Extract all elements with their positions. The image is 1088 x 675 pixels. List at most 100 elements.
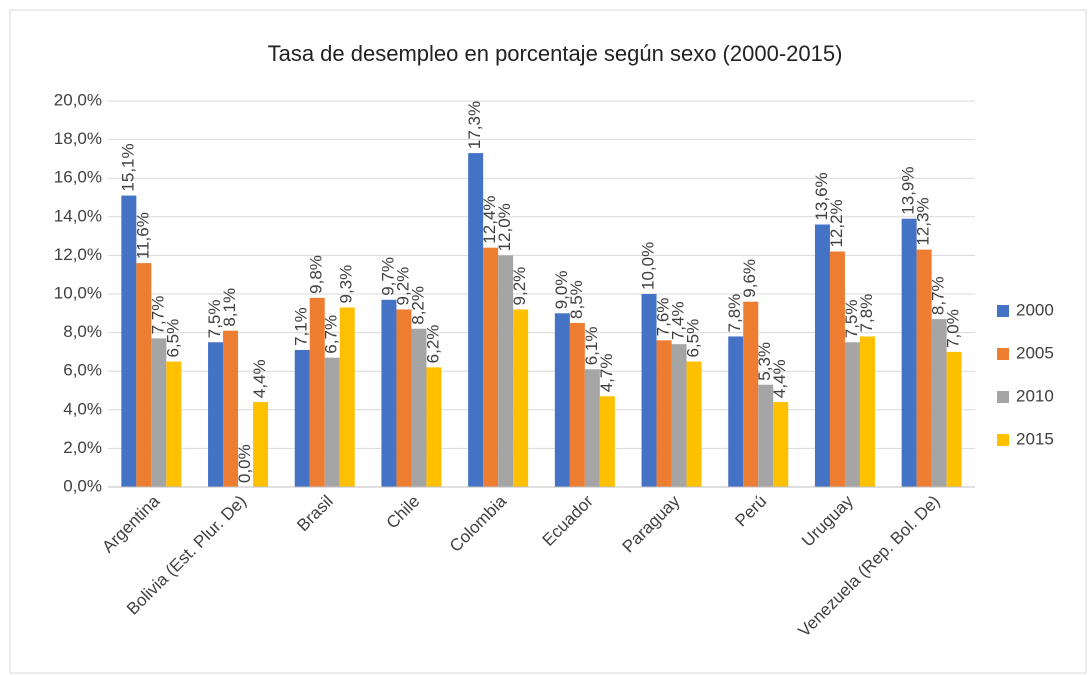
bar (294, 349, 310, 487)
y-tick-label: 4,0% (63, 399, 102, 418)
bar (121, 195, 137, 487)
bar (324, 357, 340, 487)
bar (859, 336, 875, 487)
bar (584, 369, 600, 487)
data-label: 10,0% (639, 242, 658, 290)
bar (829, 251, 845, 487)
data-label: 7,7% (148, 296, 167, 335)
bar (671, 344, 687, 487)
bar (396, 309, 412, 487)
bar (743, 301, 759, 487)
bar (686, 361, 702, 487)
chart-title: Tasa de desempleo en porcentaje según se… (268, 41, 843, 66)
y-tick-label: 18,0% (54, 129, 102, 148)
data-label: 8,7% (929, 276, 948, 315)
data-label: 9,2% (510, 267, 529, 306)
data-label: 7,5% (842, 300, 861, 339)
data-label: 9,6% (740, 259, 759, 298)
data-label: 9,8% (307, 255, 326, 294)
bar (758, 384, 774, 487)
legend-label: 2005 (1016, 343, 1054, 362)
bar (513, 309, 529, 487)
data-label: 7,8% (725, 294, 744, 333)
data-label: 7,4% (669, 301, 688, 340)
y-tick-label: 10,0% (54, 283, 102, 302)
bar (166, 361, 182, 487)
y-tick-label: 2,0% (63, 438, 102, 457)
legend-label: 2000 (1016, 300, 1054, 319)
data-label: 6,7% (322, 315, 341, 354)
y-tick-label: 20,0% (54, 90, 102, 109)
data-label: 7,5% (205, 300, 224, 339)
bar (773, 402, 789, 487)
bar (554, 313, 570, 487)
bar (136, 263, 152, 487)
bar (656, 340, 672, 487)
bar (946, 351, 962, 487)
bar (151, 338, 167, 487)
data-label: 8,5% (567, 280, 586, 319)
bar (844, 342, 860, 487)
legend-label: 2010 (1016, 386, 1054, 405)
bar (641, 294, 657, 487)
bar (426, 367, 442, 487)
data-label: 6,5% (163, 319, 182, 358)
y-tick-label: 12,0% (54, 245, 102, 264)
bar (468, 153, 484, 488)
legend-swatch (997, 391, 1009, 403)
data-label: 9,7% (378, 257, 397, 296)
bar (208, 342, 224, 487)
data-label: 4,4% (250, 359, 269, 398)
legend-label: 2015 (1016, 429, 1054, 448)
bar (916, 249, 932, 487)
data-label: 0,0% (235, 444, 254, 483)
bar (931, 319, 947, 487)
legend-swatch (997, 434, 1009, 446)
bar (483, 247, 499, 487)
legend-swatch (997, 348, 1009, 360)
bar (569, 322, 585, 487)
bar (901, 218, 917, 488)
data-label: 12,0% (495, 203, 514, 251)
y-tick-label: 8,0% (63, 322, 102, 341)
legend-swatch (997, 305, 1009, 317)
y-tick-label: 14,0% (54, 206, 102, 225)
data-label: 15,1% (118, 143, 137, 191)
bar (498, 255, 514, 487)
data-label: 4,7% (597, 354, 616, 393)
data-label: 6,5% (684, 319, 703, 358)
bar (309, 297, 325, 487)
y-tick-label: 0,0% (63, 476, 102, 495)
data-label: 12,4% (480, 195, 499, 243)
data-label: 7,0% (944, 309, 963, 348)
data-label: 9,2% (393, 267, 412, 306)
data-label: 7,8% (857, 294, 876, 333)
data-label: 9,3% (337, 265, 356, 304)
data-label: 5,3% (755, 342, 774, 381)
bar (339, 307, 355, 487)
data-label: 7,1% (292, 307, 311, 346)
data-label: 4,4% (770, 359, 789, 398)
data-label: 8,1% (220, 288, 239, 327)
data-label: 6,2% (423, 325, 442, 364)
bar (728, 336, 744, 487)
bar (223, 330, 239, 487)
bar (411, 328, 427, 487)
data-label: 9,0% (552, 271, 571, 310)
y-tick-label: 6,0% (63, 361, 102, 380)
data-label: 13,6% (812, 172, 831, 220)
bar (599, 396, 615, 487)
data-label: 11,6% (133, 212, 152, 259)
data-label: 8,2% (408, 286, 427, 325)
data-label: 7,6% (654, 298, 673, 337)
bar (381, 299, 397, 487)
data-label: 12,2% (827, 199, 846, 247)
y-tick-label: 16,0% (54, 168, 102, 187)
data-label: 17,3% (465, 101, 484, 149)
bar (814, 224, 830, 487)
bar (253, 402, 269, 487)
data-label: 6,1% (582, 327, 601, 366)
data-label: 13,9% (899, 167, 918, 215)
data-label: 12,3% (914, 197, 933, 245)
